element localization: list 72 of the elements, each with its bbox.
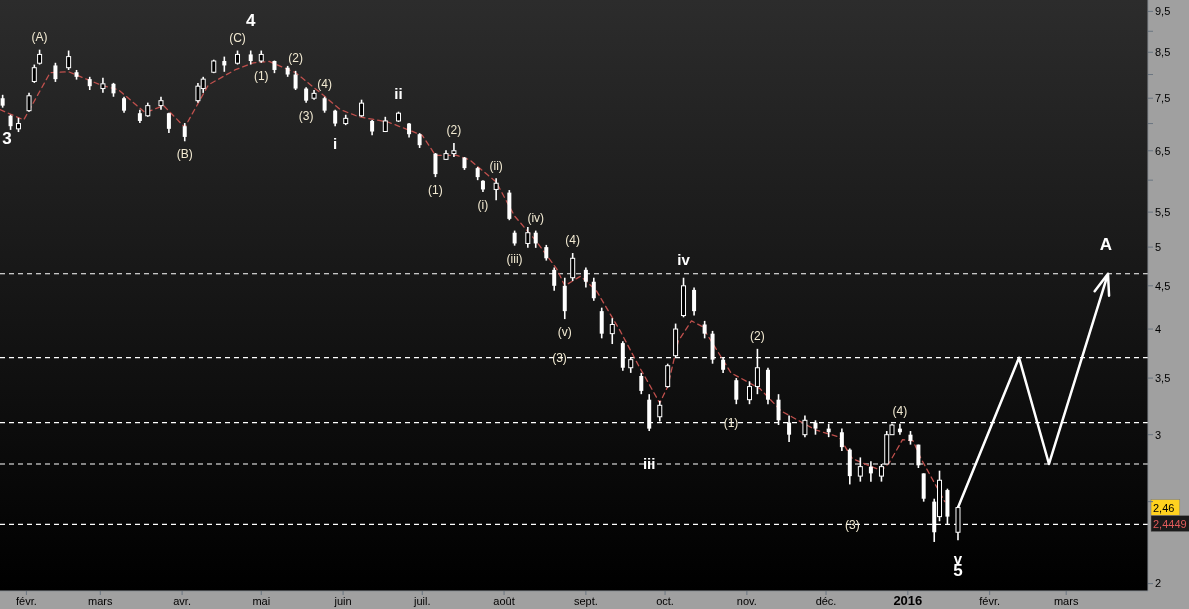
y-tick-label: 3 — [1155, 428, 1162, 441]
y-tick-label: 5,5 — [1155, 205, 1171, 218]
candlestick — [839, 427, 844, 452]
annotation: (4) — [892, 404, 908, 419]
candlestick — [591, 276, 596, 302]
annotation: (iv) — [527, 210, 545, 225]
annotation: (1) — [253, 68, 269, 83]
annotation: ii — [394, 84, 403, 102]
annotation: (C) — [229, 30, 246, 45]
x-tick-label: 2016 — [893, 593, 923, 608]
x-tick-label: sept. — [573, 595, 598, 607]
annotation: i — [333, 135, 338, 153]
annotation: (3) — [298, 108, 314, 123]
candlestick — [609, 317, 615, 345]
candlestick — [747, 380, 752, 405]
annotation: (3) — [552, 350, 567, 365]
x-tick-label: août — [493, 595, 515, 607]
annotation: (B) — [176, 147, 193, 162]
y-tick-label: 7,5 — [1155, 92, 1171, 105]
annotation: (2) — [750, 329, 765, 344]
x-tick-label: oct. — [656, 595, 674, 607]
annotation: (ii) — [489, 158, 503, 173]
x-tick-label: mai — [252, 595, 271, 607]
y-tick-label: 9,5 — [1155, 5, 1171, 18]
annotation: (iii) — [506, 251, 523, 266]
annotation: A — [1099, 234, 1112, 254]
y-tick-label: 2 — [1155, 577, 1162, 590]
candlestick — [293, 70, 298, 91]
annotation: 2,46 — [1153, 501, 1175, 514]
x-tick-label: févr. — [979, 595, 1001, 607]
candlestick — [802, 414, 808, 438]
x-tick-label: févr. — [15, 595, 37, 607]
candlestick — [493, 177, 499, 202]
candlestick — [66, 49, 72, 71]
annotation: iv — [677, 250, 691, 268]
annotation: (2) — [288, 51, 303, 66]
candlestick — [433, 152, 438, 178]
text: 2,4449 — [1153, 517, 1187, 530]
candlestick — [639, 372, 644, 395]
candlestick — [31, 63, 37, 84]
x-tick-label: mars — [88, 595, 113, 607]
x-tick-label: mars — [1053, 595, 1079, 607]
candlestick — [692, 286, 697, 317]
x-tick-label: nov. — [736, 595, 757, 607]
x-tick-label: juin — [333, 595, 352, 607]
y-tick-label: 6,5 — [1155, 144, 1171, 157]
y-tick-label: 4,5 — [1155, 279, 1171, 292]
annotation: (i) — [477, 198, 489, 213]
annotation: 4 — [245, 11, 256, 31]
candlestick — [599, 306, 604, 340]
candlestick — [525, 226, 531, 249]
annotation: (2) — [446, 123, 462, 138]
candlestick — [53, 61, 58, 83]
annotation: (v) — [557, 325, 572, 340]
x-tick-label: déc. — [815, 595, 837, 607]
x-tick-label: avr. — [173, 595, 191, 607]
annotation: (4) — [565, 233, 581, 248]
annotation: (1) — [723, 415, 739, 430]
y-tick-label: 3,5 — [1155, 371, 1171, 384]
y-tick-label: 8,5 — [1155, 46, 1171, 59]
candlestick — [182, 122, 187, 143]
candlestick — [665, 362, 671, 389]
x-tick-label: juil. — [413, 595, 431, 607]
candlestick — [26, 92, 32, 113]
annotation: (A) — [31, 29, 48, 44]
annotation: (4) — [317, 76, 332, 91]
annotation: 3 — [2, 128, 12, 148]
y-tick-label: 4 — [1155, 322, 1162, 335]
candlestick — [734, 377, 739, 405]
annotation: iii — [642, 455, 656, 473]
y-tick-label: 5 — [1155, 240, 1162, 253]
annotation: (1) — [428, 183, 443, 198]
